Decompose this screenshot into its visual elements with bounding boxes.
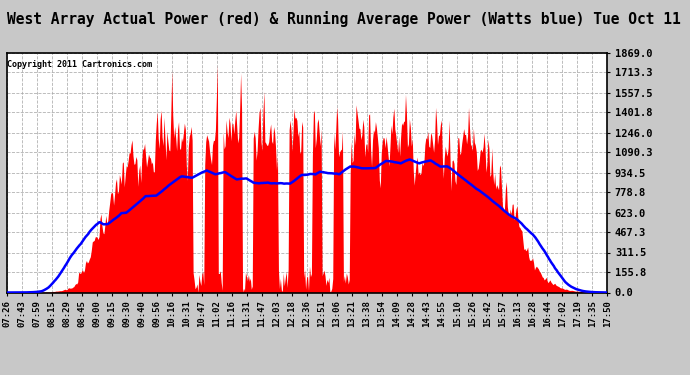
- Text: Copyright 2011 Cartronics.com: Copyright 2011 Cartronics.com: [7, 60, 152, 69]
- Text: West Array Actual Power (red) & Running Average Power (Watts blue) Tue Oct 11 17: West Array Actual Power (red) & Running …: [7, 11, 690, 27]
